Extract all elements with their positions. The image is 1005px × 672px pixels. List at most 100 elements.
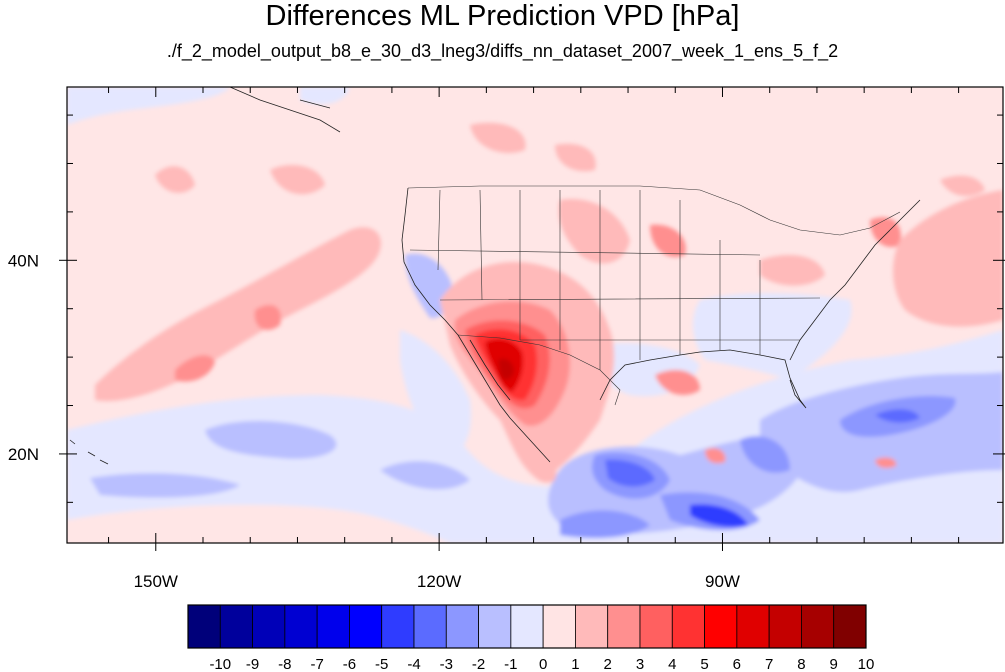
contour-pos-pacific-band2 bbox=[175, 355, 215, 382]
contour-neg-baja-west bbox=[400, 330, 471, 456]
contour-pos-core5 bbox=[498, 358, 514, 380]
x-tick-label: 150W bbox=[134, 572, 178, 591]
state-lines-central bbox=[639, 190, 761, 360]
colorbar-label: -5 bbox=[375, 656, 388, 672]
coastline-gulf bbox=[599, 349, 807, 409]
contour-pos-mex-gulf bbox=[705, 448, 726, 464]
colorbar-swatch bbox=[413, 604, 447, 649]
colorbar-swatch bbox=[478, 604, 512, 649]
colorbar-swatch bbox=[316, 604, 350, 649]
colorbar-label: 10 bbox=[858, 656, 875, 672]
colorbar-label: 4 bbox=[668, 656, 676, 672]
map-subtitle: ./f_2_model_output_b8_e_30_d3_lneg3/diff… bbox=[166, 41, 839, 61]
colorbar-swatch bbox=[639, 604, 673, 649]
contour-neg-atl3 bbox=[875, 409, 920, 423]
colorbar-label: -2 bbox=[472, 656, 485, 672]
colorbar-label: 9 bbox=[830, 656, 838, 672]
contour-pos-mex-tail bbox=[520, 420, 557, 483]
contour-neg-sw1 bbox=[205, 420, 337, 459]
colorbar-label: -8 bbox=[278, 656, 291, 672]
colorbar-swatch bbox=[252, 604, 286, 649]
colorbar-swatch bbox=[607, 604, 641, 649]
colorbar-label: -1 bbox=[504, 656, 517, 672]
colorbar-label: -7 bbox=[310, 656, 323, 672]
colorbar-label: -6 bbox=[343, 656, 356, 672]
colorbar-swatch bbox=[349, 604, 383, 649]
contour-neg-central2 bbox=[690, 504, 748, 527]
coastline-west-coast bbox=[401, 187, 459, 336]
colorbar-swatch bbox=[833, 604, 867, 649]
colorbar-frame bbox=[187, 604, 867, 649]
contour-neg-east-us bbox=[693, 293, 852, 380]
axis-ticks: 150W 120W 90W 20N 40N bbox=[8, 87, 1005, 591]
x-tick-label: 120W bbox=[417, 572, 461, 591]
colorbar-label: 6 bbox=[733, 656, 741, 672]
colorbar-swatch bbox=[445, 604, 479, 649]
colorbar-label: 1 bbox=[571, 656, 579, 672]
colorbar-label: 5 bbox=[700, 656, 708, 672]
colorbar-label: -9 bbox=[246, 656, 259, 672]
contour-pos-south-strip bbox=[67, 504, 450, 543]
contour-pos-pacific-band3 bbox=[254, 305, 281, 330]
colorbar-swatch bbox=[704, 604, 738, 649]
contour-neg-nw2 bbox=[300, 87, 350, 105]
anomaly-contours bbox=[67, 87, 1003, 543]
contour-neg-sw3 bbox=[380, 461, 470, 490]
colorbar-label: -3 bbox=[440, 656, 453, 672]
colorbar-label: 3 bbox=[636, 656, 644, 672]
colorbar-swatch bbox=[575, 604, 609, 649]
colorbar-swatch bbox=[187, 604, 221, 649]
colorbar-swatch bbox=[768, 604, 802, 649]
colorbar-label: 2 bbox=[604, 656, 612, 672]
contour-neg-sw2 bbox=[90, 473, 240, 498]
colorbar-label: 7 bbox=[765, 656, 773, 672]
contour-neg-pac-south bbox=[560, 510, 650, 538]
colorbar-swatch bbox=[671, 604, 705, 649]
contour-pos-ne bbox=[870, 217, 901, 248]
contour-neg-atl4 bbox=[740, 436, 790, 473]
contour-neg-gulf3 bbox=[605, 459, 655, 487]
y-tick-label: 20N bbox=[8, 445, 39, 464]
colorbar-swatch bbox=[736, 604, 770, 649]
contour-pos-atlantic2 bbox=[940, 175, 985, 196]
coastline-alaska bbox=[229, 87, 341, 133]
state-borders bbox=[407, 185, 901, 406]
contour-neg-nw bbox=[67, 87, 230, 125]
contour-pos-pacific-north2 bbox=[270, 165, 325, 195]
contour-pos-north1 bbox=[470, 122, 526, 153]
colorbar-label: 8 bbox=[797, 656, 805, 672]
map-plot-area bbox=[67, 87, 1003, 543]
colorbar-label: -10 bbox=[209, 656, 231, 672]
contour-pos-atlantic bbox=[893, 190, 1003, 327]
plot-frame bbox=[66, 86, 1004, 544]
coastline-baja bbox=[457, 334, 511, 419]
coastline-east bbox=[789, 199, 921, 361]
x-tick-label: 90W bbox=[705, 572, 740, 591]
colorbar-label: -4 bbox=[407, 656, 420, 672]
contour-pos-north2 bbox=[555, 143, 596, 172]
contour-pos-midwest bbox=[650, 224, 686, 257]
contour-pos-caribbean bbox=[875, 457, 897, 468]
colorbar-label: 0 bbox=[539, 656, 547, 672]
colorbar-swatch bbox=[510, 604, 544, 649]
border-canada-us bbox=[407, 185, 901, 236]
border-us-mexico bbox=[457, 334, 621, 406]
coastlines bbox=[69, 87, 921, 465]
colorbar-swatch bbox=[284, 604, 318, 649]
y-tick-label: 40N bbox=[8, 251, 39, 270]
contour-pos-plains bbox=[558, 199, 630, 264]
colorbar: -10 -9 -8 -7 -6 -5 -4 -3 -2 -1 0 1 2 3 4 5 6 7 8 9 10 bbox=[187, 604, 875, 672]
contour-pos-great-lakes bbox=[760, 255, 825, 286]
coastline-mexico-pacific bbox=[509, 417, 551, 463]
colorbar-swatch bbox=[381, 604, 415, 649]
map-title: Differences ML Prediction VPD [hPa] bbox=[265, 0, 740, 32]
colorbar-swatch bbox=[542, 604, 576, 649]
state-lines-horizontal bbox=[409, 249, 821, 341]
contour-pos-pacific-north bbox=[155, 166, 195, 193]
contour-pos-texas bbox=[655, 370, 700, 395]
colorbar-swatch bbox=[801, 604, 835, 649]
state-lines-west bbox=[437, 189, 601, 370]
coastline-hawaii bbox=[69, 439, 109, 465]
contour-pos-pacific-band bbox=[95, 227, 381, 402]
